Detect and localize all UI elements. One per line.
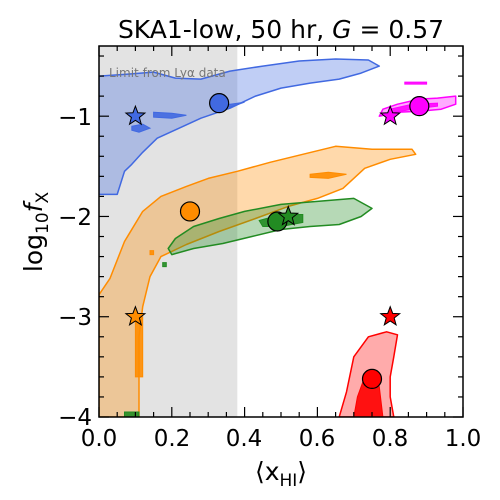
best-fit-marker: [409, 96, 430, 117]
chart-title-part-1: SKA1-low, 50 hr,: [118, 15, 332, 44]
contour-outer: [99, 145, 417, 417]
y-tick-label: −4: [58, 405, 92, 431]
x-tick-label: 0.2: [154, 426, 191, 452]
chart-title: SKA1-low, 50 hr, G = 0.57: [118, 15, 444, 44]
truth-star-marker: [124, 305, 147, 326]
x-axis-label: ⟨xHI⟩: [255, 457, 307, 491]
x-tick-label: 0.0: [81, 426, 118, 452]
contour-inner: [149, 250, 155, 256]
plot-area: [99, 46, 457, 417]
lya-limit-label: Limit from Lyα data: [109, 66, 226, 80]
truth-star-marker: [379, 305, 402, 326]
best-fit-marker: [179, 201, 201, 222]
contour-inner: [404, 81, 428, 85]
y-axis-label: log10fX: [19, 192, 53, 273]
ticks-layer: [98, 46, 464, 418]
markers-layer: [124, 93, 430, 389]
contour-inner: [162, 262, 167, 268]
contour-inner: [153, 111, 187, 119]
truth-star-marker: [379, 104, 402, 126]
contour-outer: [99, 58, 381, 196]
truth-star-marker: [124, 104, 147, 126]
y-tick-label: −2: [58, 205, 92, 231]
x-tick-label: 0.6: [299, 426, 336, 452]
chart-title-part-2: = 0.57: [352, 15, 445, 44]
x-tick-label: 0.8: [372, 426, 409, 452]
truth-star-marker: [277, 205, 300, 226]
best-fit-marker: [209, 93, 230, 114]
x-tick-label: 0.4: [226, 426, 263, 452]
contour-inner: [309, 171, 347, 179]
best-fit-marker: [361, 368, 383, 389]
x-tick-label: 1.0: [445, 426, 482, 452]
y-tick-label: −3: [58, 305, 92, 331]
contour-inner: [134, 316, 144, 378]
y-tick-label: −1: [58, 105, 92, 131]
chart-title-g: G: [332, 15, 351, 44]
